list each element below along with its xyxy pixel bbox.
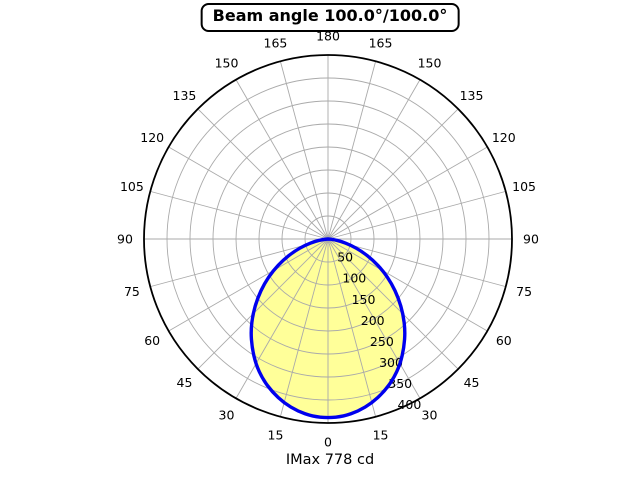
angle-tick-label: 15: [268, 428, 284, 443]
angle-tick-label: 135: [460, 88, 484, 103]
angle-tick-label: 105: [120, 179, 144, 194]
radial-tick-label: 250: [370, 334, 394, 349]
polar-radius-gridline: [258, 169, 398, 309]
radial-tick-label: 100: [342, 271, 366, 286]
radial-tick-label: 300: [379, 355, 403, 370]
polar-radius-gridline: [166, 77, 490, 401]
angle-tick-label: 15: [373, 428, 389, 443]
angle-tick-label: 45: [464, 375, 480, 390]
angle-tick-label: 75: [124, 284, 140, 299]
polar-radius-gridline: [235, 146, 421, 332]
polar-radius-gridline: [281, 192, 375, 286]
intensity-curve: [249, 237, 407, 420]
chart-title: Beam angle 100.0°/100.0°: [200, 3, 460, 32]
radial-tick-label: 400: [397, 397, 421, 412]
angle-labels: 0 15 15 30 30 45 45 60 60 75 75 90 90 105 105 120 120 135…: [117, 29, 539, 450]
polar-grid: [144, 55, 512, 423]
imax-label: IMax 778 cd: [285, 452, 375, 468]
angle-tick-label: 105: [512, 179, 536, 194]
angle-tick-label: 75: [516, 284, 532, 299]
angle-tick-label: 120: [492, 130, 516, 145]
polar-radius-gridline: [189, 100, 467, 378]
polar-radius-gridline: [212, 123, 444, 355]
angle-tick-label: 165: [264, 35, 288, 50]
angle-tick-label: 30: [422, 407, 438, 422]
radial-tick-label: 200: [361, 313, 385, 328]
angle-tick-label: 90: [117, 232, 133, 247]
angle-tick-label: 60: [496, 333, 512, 348]
angle-tick-label: 60: [144, 333, 160, 348]
angle-tick-label: 165: [369, 35, 393, 50]
angle-tick-label: 90: [523, 232, 539, 247]
angle-tick-label: 135: [173, 88, 197, 103]
angle-tick-label: 150: [215, 56, 239, 71]
angle-tick-label: 120: [140, 130, 164, 145]
radial-tick-label: 150: [352, 292, 376, 307]
angle-tick-label: 180: [316, 29, 340, 44]
angle-tick-label: 45: [177, 375, 193, 390]
angle-tick-label: 0: [324, 435, 332, 450]
angle-tick-label: 30: [219, 407, 235, 422]
angle-tick-label: 150: [418, 56, 442, 71]
polar-radius-gridline: [304, 215, 352, 263]
polar-outer-rim: [143, 54, 513, 424]
radial-tick-label: 50: [337, 250, 353, 265]
